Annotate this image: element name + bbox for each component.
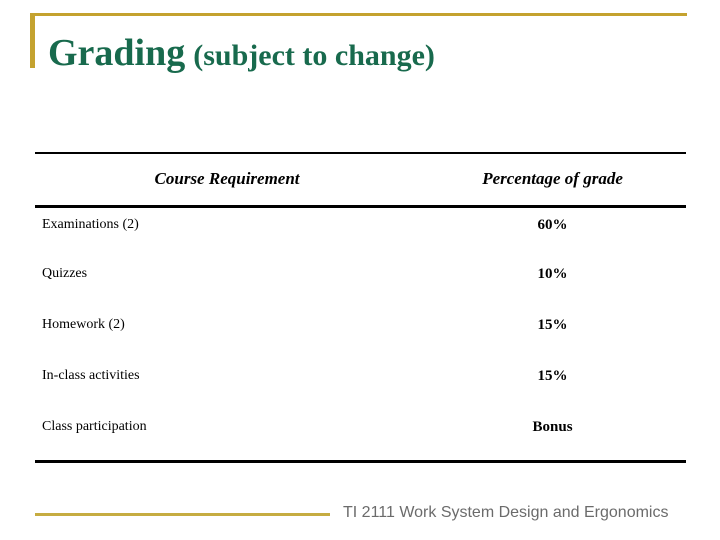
- percentage-cell: 10%: [537, 266, 568, 282]
- requirement-cell: In-class activities: [42, 368, 140, 383]
- table-row: Homework (2) 15%: [35, 308, 686, 359]
- footer-divider-line: [35, 513, 330, 516]
- requirement-cell: Homework (2): [42, 317, 125, 332]
- table-header-row: Course Requirement Percentage of grade: [35, 152, 686, 208]
- column-header-percentage-of-grade: Percentage of grade: [419, 152, 686, 208]
- percentage-cell: 15%: [537, 317, 568, 333]
- page-title-suffix: (subject to change): [193, 39, 435, 72]
- footer-course-label: TI 2111 Work System Design and Ergonomic…: [343, 504, 669, 521]
- percentage-cell: Bonus: [419, 410, 686, 463]
- percentage-cell: 60%: [537, 216, 568, 233]
- grading-table: Course Requirement Percentage of grade E…: [35, 152, 686, 463]
- requirement-cell: Class participation: [35, 410, 420, 463]
- table-row: In-class activities 15%: [35, 359, 686, 410]
- requirement-cell: Quizzes: [42, 266, 88, 281]
- title-accent-left-bar: [30, 13, 35, 68]
- column-header-course-requirement: Course Requirement: [35, 152, 420, 208]
- percentage-cell: 15%: [537, 368, 568, 384]
- table-row: Quizzes 10%: [35, 257, 686, 308]
- table-row: Examinations (2) 60%: [35, 206, 686, 257]
- page-title: Grading (subject to change): [48, 32, 435, 74]
- table-row: Class participation Bonus: [35, 410, 686, 463]
- title-accent-top-line: [30, 13, 687, 16]
- page-title-main: Grading: [48, 32, 186, 74]
- requirement-cell: Examinations (2): [42, 216, 139, 232]
